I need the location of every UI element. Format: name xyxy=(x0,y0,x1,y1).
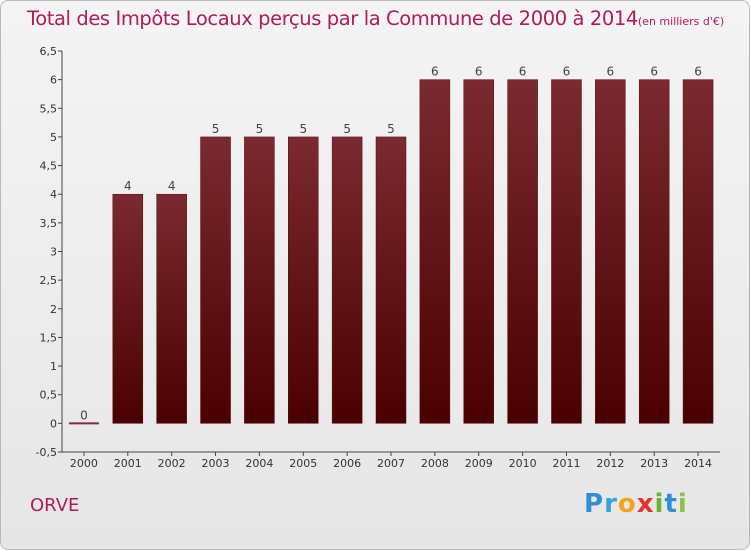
bar-value-label: 6 xyxy=(563,65,571,79)
y-tick-label: 0,5 xyxy=(40,389,58,402)
x-tick-label: 2005 xyxy=(289,457,317,470)
y-tick-label: 4,5 xyxy=(40,160,58,173)
bar-2010 xyxy=(507,79,538,424)
bar-value-label: 6 xyxy=(607,65,615,79)
bar-2009 xyxy=(463,79,494,424)
bar-2012 xyxy=(595,79,626,424)
bar-2002 xyxy=(156,193,187,424)
x-tick-label: 2004 xyxy=(245,457,273,470)
proxiti-logo[interactable]: Proxiti xyxy=(584,489,688,519)
y-tick-label: 1,5 xyxy=(40,331,58,344)
bar-2005 xyxy=(288,136,319,424)
y-tick-label: 2 xyxy=(50,303,57,316)
logo-letter: r xyxy=(604,489,618,519)
logo-letter: o xyxy=(617,489,637,519)
y-tick-label: 5 xyxy=(50,131,57,144)
bar-2013 xyxy=(638,79,670,424)
x-tick-label: 2009 xyxy=(465,457,493,470)
x-tick-label: 2001 xyxy=(114,457,142,470)
logo-letter: x xyxy=(636,489,655,519)
y-tick-label: 3 xyxy=(50,246,57,259)
bar-2007 xyxy=(375,136,407,424)
x-tick-label: 2002 xyxy=(158,457,186,470)
bar-value-label: 6 xyxy=(519,65,527,79)
bar-2014 xyxy=(682,79,714,424)
bar-value-label: 4 xyxy=(168,179,176,193)
x-tick-label: 2006 xyxy=(333,457,361,470)
chart-title: Total des Impôts Locaux perçus par la Co… xyxy=(27,7,724,30)
bar-value-label: 5 xyxy=(299,122,307,136)
y-tick-label: -0,5 xyxy=(36,446,57,459)
bar-2004 xyxy=(244,136,275,424)
y-ticks: -0,5 0 0,5 1 1,5 2 2,5 3 3,5 4 4,5 5 5,5 6 6,5 xyxy=(36,45,62,459)
x-tick-label: 2012 xyxy=(596,457,624,470)
logo-letter: t xyxy=(664,489,678,519)
y-tick-label: 4 xyxy=(50,188,57,201)
y-tick-label: 6 xyxy=(50,74,57,87)
logo-letter: i xyxy=(654,489,665,519)
x-tick-label: 2003 xyxy=(202,457,230,470)
x-tick-label: 2014 xyxy=(684,457,712,470)
chart-title-unit: (en milliers d'€) xyxy=(637,15,725,28)
bar-value-label: 6 xyxy=(475,65,483,79)
bar-value-label: 5 xyxy=(212,122,220,136)
bar-2003 xyxy=(200,136,231,424)
x-tick-label: 2010 xyxy=(509,457,537,470)
x-tick-label: 2011 xyxy=(552,457,580,470)
bar-value-label: 5 xyxy=(387,122,395,136)
x-ticks: 2000 2001 2002 2003 2004 2005 2006 2007 2008 2009… xyxy=(70,452,712,470)
y-tick-label: 5,5 xyxy=(40,102,58,115)
bar-value-label: 5 xyxy=(343,122,351,136)
y-tick-label: 0 xyxy=(50,417,57,430)
bar-2008 xyxy=(419,79,451,424)
logo-letter: i xyxy=(677,489,688,519)
bar-2006 xyxy=(331,136,363,424)
x-tick-label: 2008 xyxy=(421,457,449,470)
x-tick-label: 2000 xyxy=(70,457,98,470)
bars xyxy=(68,79,714,425)
chart-title-main: Total des Impôts Locaux perçus par la Co… xyxy=(27,7,638,30)
y-tick-label: 1 xyxy=(50,360,57,373)
bar-labels: 0 4 4 5 5 5 5 5 6 6 6 6 6 6 6 xyxy=(80,65,702,423)
y-tick-label: 3,5 xyxy=(40,217,58,230)
y-tick-label: 6,5 xyxy=(40,45,58,58)
logo-letter: P xyxy=(584,489,605,519)
bar-value-label: 6 xyxy=(431,65,439,79)
bar-value-label: 6 xyxy=(694,65,702,79)
bar-2000 xyxy=(68,422,99,425)
bar-value-label: 0 xyxy=(80,408,88,422)
bar-2001 xyxy=(112,193,144,424)
y-tick-label: 2,5 xyxy=(40,274,58,287)
bar-2011 xyxy=(551,79,582,424)
bar-value-label: 6 xyxy=(650,65,658,79)
x-tick-label: 2013 xyxy=(640,457,668,470)
bar-value-label: 4 xyxy=(124,179,132,193)
x-tick-label: 2007 xyxy=(377,457,405,470)
bar-value-label: 5 xyxy=(256,122,264,136)
commune-name: ORVE xyxy=(30,495,80,516)
